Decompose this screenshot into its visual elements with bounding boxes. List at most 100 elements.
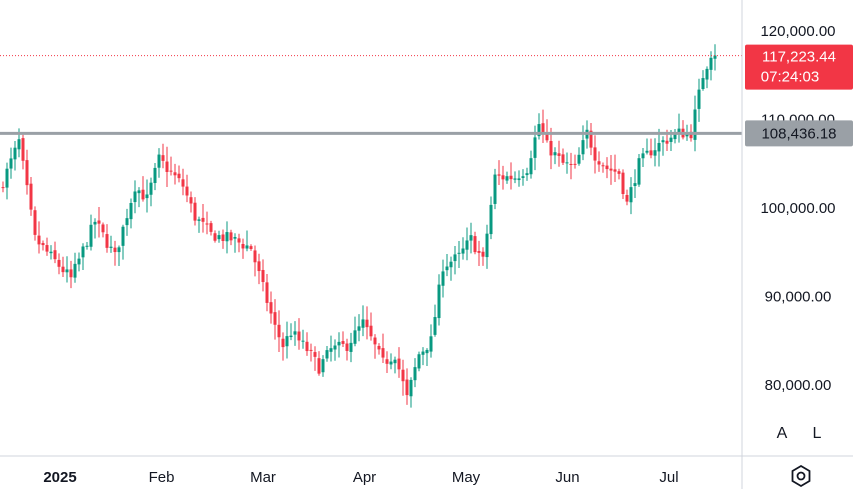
candle-body [549,140,553,156]
settings-gear-icon[interactable] [789,464,813,488]
candle-body [125,218,129,226]
candle-body [33,210,37,235]
candle-body [105,234,109,248]
candle-body [49,251,53,254]
candle-body [273,312,277,325]
candle-body [613,169,617,172]
candle-body [37,235,41,245]
x-tick-label: Jun [555,469,579,486]
candle-body [661,140,665,143]
x-tick-label: Jul [659,469,678,486]
candle-body [581,140,585,155]
candle-body [145,194,149,199]
horizontal-line-badge: 108,436.18 [745,120,853,147]
candle-body [481,251,485,257]
candle-body [521,176,525,178]
candle-body [453,254,457,262]
candle-body [225,232,229,242]
candle-body [445,266,449,271]
log-scale-button[interactable]: L [803,421,831,447]
candle-body [385,359,389,364]
candle-body [97,220,101,224]
candle-body [529,158,533,175]
candle-body [389,361,393,365]
candle-body [393,359,397,364]
candle-body [373,337,377,345]
gear-icon [791,464,811,488]
candle-body [469,235,473,241]
candles-layer [1,44,717,408]
candle-body [701,78,705,89]
candle-body [265,282,269,303]
candle-body [281,338,285,348]
time-axis[interactable]: 2025 Feb Mar Apr May Jun Jul [43,469,678,486]
candle-body [509,175,513,180]
x-tick-label: 2025 [43,469,76,486]
candle-body [305,341,309,352]
candle-body [633,183,637,186]
candle-body [561,154,565,163]
candle-body [57,259,61,267]
candle-body [553,152,557,156]
candle-body [381,348,385,358]
candle-body [45,245,49,252]
candle-body [605,165,609,170]
x-tick-label: Feb [149,469,175,486]
candle-body [629,187,633,203]
candle-body [89,224,93,247]
candle-body [617,171,621,174]
candle-body [573,163,577,165]
candle-body [201,217,205,222]
candle-body [133,191,137,203]
horizontal-line-label: 108,436.18 [761,125,836,142]
candle-body [369,325,373,337]
x-tick-label: May [452,469,481,486]
candle-body [309,349,313,351]
candle-body [637,158,641,185]
candle-body [649,150,653,156]
y-tick-label: 90,000.00 [765,289,832,306]
candle-body [693,109,697,140]
candle-body [109,246,113,248]
candle-body [261,269,265,283]
candle-body [669,137,673,142]
candle-body [9,158,13,169]
candle-body [353,330,357,344]
candle-body [537,124,541,137]
candle-body [65,269,69,273]
candle-body [477,251,481,253]
candle-body [425,349,429,354]
candle-body [513,178,517,180]
candle-body [269,302,273,314]
candle-body [229,232,233,241]
auto-scale-button[interactable]: A [768,421,796,447]
y-tick-label: 100,000.00 [760,200,835,217]
candle-body [277,324,281,338]
candle-body [313,352,317,357]
price-axis[interactable]: 120,000.00110,000.00100,000.0090,000.008… [760,23,835,394]
candle-body [245,245,249,249]
candle-body [113,247,117,253]
candle-body [493,174,497,204]
candle-body [81,246,85,258]
candle-body [21,138,25,161]
candle-body [285,336,289,347]
candle-body [517,178,521,181]
candle-body [593,147,597,161]
candle-body [565,162,569,164]
candle-body [129,203,133,220]
candle-body [417,354,421,369]
candle-body [449,261,453,268]
candle-body [1,187,5,189]
candle-body [501,175,505,180]
candle-body [473,236,477,253]
candle-body [173,172,177,176]
candle-body [397,358,401,370]
candle-body [437,284,441,319]
candle-body [153,167,157,184]
candle-body [77,258,81,265]
candle-body [421,351,425,355]
candle-body [489,204,493,235]
candle-body [221,234,225,241]
